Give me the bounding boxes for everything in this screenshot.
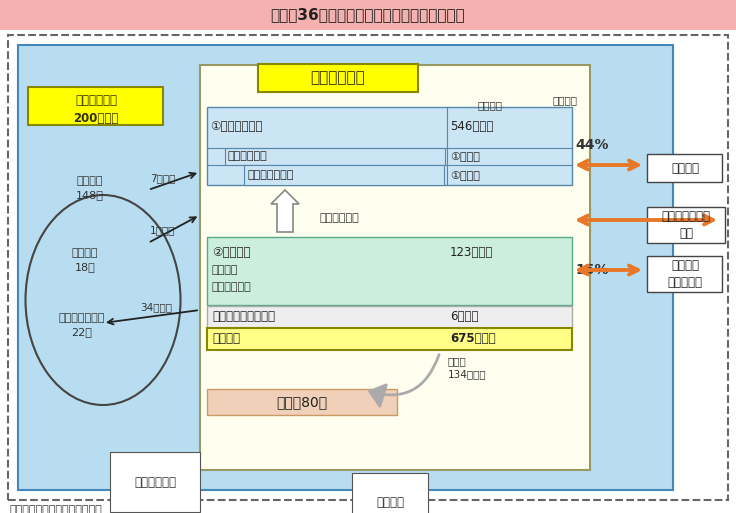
Text: 1百万円: 1百万円 (150, 225, 175, 235)
Text: ②観光事業: ②観光事業 (212, 247, 250, 260)
Bar (647, 154, 722, 182)
Bar (18, 45, 673, 490)
Text: 直営農場: 直営農場 (212, 265, 238, 275)
Bar (0, 0, 736, 30)
Text: 体験農園幹旋: 体験農園幹旋 (212, 282, 252, 292)
Text: 34百万円: 34百万円 (140, 302, 172, 312)
Text: 第三セクター: 第三セクター (311, 70, 365, 86)
Text: 資料：農林水産政策研究所作成: 資料：農林水産政策研究所作成 (10, 505, 103, 513)
Bar (647, 207, 725, 243)
Text: びわ生産農家
200戸程度: びわ生産農家 200戸程度 (74, 93, 118, 125)
Text: ①の６割: ①の６割 (450, 151, 480, 161)
Bar (244, 165, 444, 185)
Text: 123百万円: 123百万円 (450, 247, 493, 260)
Bar (207, 328, 572, 350)
Text: ①の４割: ①の４割 (450, 170, 480, 180)
Text: その他（業務受託）: その他（業務受託） (212, 310, 275, 324)
Bar (28, 87, 163, 125)
Text: びわ狩り受入れ
22戸: びわ狩り受入れ 22戸 (59, 313, 105, 337)
Bar (258, 64, 418, 92)
Text: 雇用　80人: 雇用 80人 (277, 395, 328, 409)
Bar (647, 256, 722, 292)
Text: びわ関連商品: びわ関連商品 (228, 151, 268, 161)
Text: 546百万円: 546百万円 (450, 121, 493, 133)
Text: 44%: 44% (575, 138, 609, 152)
Bar (225, 148, 445, 165)
Text: ①商品販売事業: ①商品販売事業 (210, 121, 263, 133)
Bar (207, 107, 572, 185)
Text: 図４－36　６次産業化の取組の経済効果の例: 図４－36 ６次産業化の取組の経済効果の例 (271, 8, 465, 23)
Text: 675百万円: 675百万円 (450, 332, 495, 345)
Text: 7百万円: 7百万円 (150, 173, 175, 183)
Text: 人件費
134百万円: 人件費 134百万円 (448, 357, 486, 380)
FancyArrowPatch shape (369, 354, 439, 406)
Text: びわの葉
18戸: びわの葉 18戸 (71, 248, 98, 271)
Text: 売上高計: 売上高計 (212, 332, 240, 345)
FancyArrow shape (271, 190, 299, 232)
Text: 事業収入: 事業収入 (478, 100, 503, 110)
Text: 千葉県内: 千葉県内 (376, 497, 404, 509)
Text: （集客効果）: （集客効果） (320, 213, 360, 223)
Text: オリジナル商品: オリジナル商品 (248, 170, 294, 180)
Bar (207, 389, 397, 415)
Text: コンサルタント
会社: コンサルタント 会社 (662, 210, 710, 240)
Text: 6百万円: 6百万円 (450, 310, 478, 324)
Bar (207, 306, 572, 328)
Text: 15%: 15% (575, 263, 609, 277)
Bar (200, 65, 590, 470)
Bar (207, 237, 572, 305)
Text: 観光会社
個人ツアー: 観光会社 個人ツアー (668, 259, 702, 289)
Text: （旧）富浦町: （旧）富浦町 (134, 476, 176, 488)
Text: 規格外品
148戸: 規格外品 148戸 (76, 176, 104, 200)
Text: 加工会社: 加工会社 (671, 162, 699, 174)
Text: 粗利益率: 粗利益率 (553, 95, 578, 105)
